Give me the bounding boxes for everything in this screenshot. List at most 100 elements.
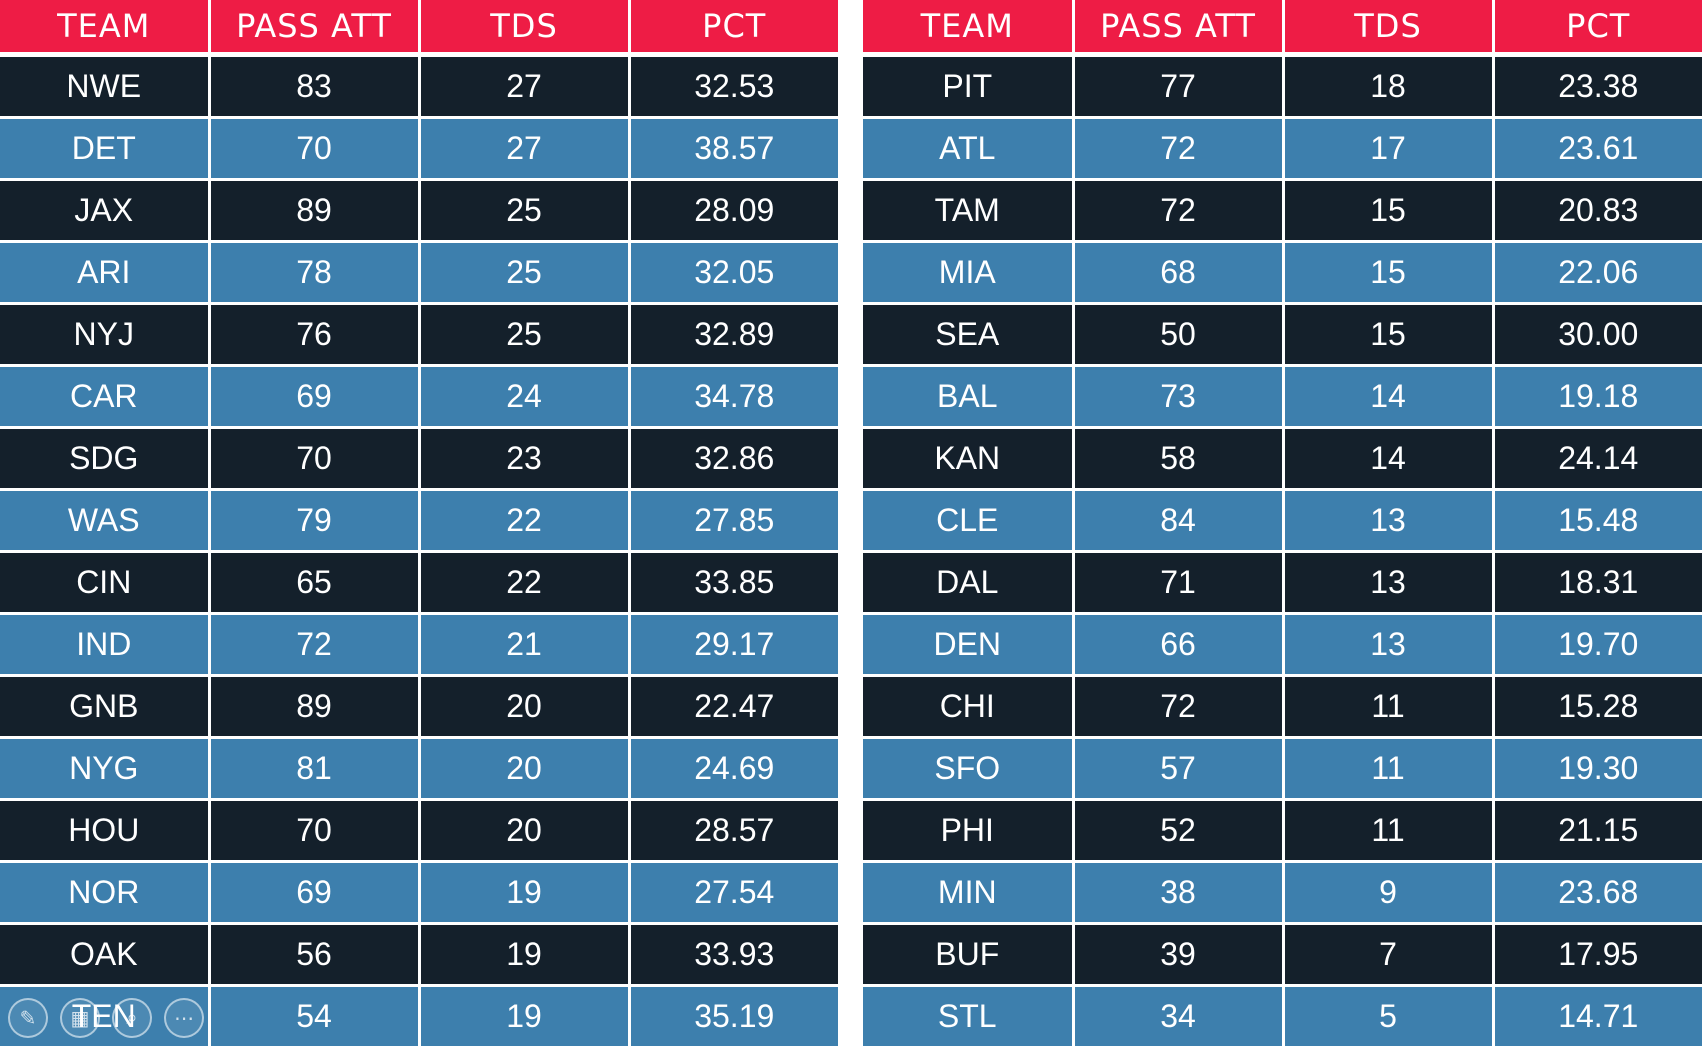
table-row: JAX 89 25 28.09 (0, 179, 838, 243)
pass-att-cell: 73 (1073, 365, 1285, 429)
pct-cell: 32.89 (629, 303, 838, 367)
more-options-icon[interactable]: ⋯ (164, 998, 204, 1038)
pass-att-cell: 58 (1073, 427, 1285, 491)
table-row: MIN 38 9 23.68 (863, 861, 1702, 925)
tds-cell: 7 (1283, 923, 1495, 987)
table-row: HOU 70 20 28.57 (0, 799, 838, 863)
pass-att-cell: 79 (209, 489, 421, 553)
table-row: OAK 56 19 33.93 (0, 923, 838, 987)
tds-cell: 11 (1283, 737, 1495, 801)
pct-cell: 23.38 (1493, 54, 1702, 119)
table-row: DAL 71 13 18.31 (863, 551, 1702, 615)
pass-att-cell: 71 (1073, 551, 1285, 615)
pass-att-cell: 69 (209, 861, 421, 925)
tds-cell: 13 (1283, 613, 1495, 677)
header-team: TEAM (863, 0, 1075, 57)
header-pct: PCT (629, 0, 838, 57)
presentation-toolbar: ✎ ▦ ⌕ ⋯ (8, 998, 204, 1038)
tds-cell: 20 (419, 799, 631, 863)
pct-cell: 24.14 (1493, 427, 1702, 491)
team-cell: JAX (0, 179, 211, 243)
zoom-icon[interactable]: ⌕ (112, 998, 152, 1038)
pass-att-cell: 72 (1073, 117, 1285, 181)
team-cell: STL (863, 985, 1075, 1049)
tds-cell: 14 (1283, 365, 1495, 429)
tds-cell: 27 (419, 117, 631, 181)
pass-att-cell: 70 (209, 427, 421, 491)
table-row: PIT 77 18 23.38 (863, 54, 1702, 119)
header-pct: PCT (1493, 0, 1702, 57)
team-cell: PIT (863, 54, 1075, 119)
header-pass-att: PASS ATT (1073, 0, 1285, 57)
header-tds: TDS (419, 0, 631, 57)
pass-att-cell: 72 (209, 613, 421, 677)
team-cell: NYG (0, 737, 211, 801)
pass-att-cell: 72 (1073, 179, 1285, 243)
pct-cell: 38.57 (629, 117, 838, 181)
pass-att-cell: 77 (1073, 54, 1285, 119)
table-row: TAM 72 15 20.83 (863, 179, 1702, 243)
team-cell: CIN (0, 551, 211, 615)
pct-cell: 27.85 (629, 489, 838, 553)
pass-att-cell: 83 (209, 54, 421, 119)
tds-cell: 19 (419, 985, 631, 1049)
table-row: ATL 72 17 23.61 (863, 117, 1702, 181)
team-cell: CLE (863, 489, 1075, 553)
pass-att-cell: 39 (1073, 923, 1285, 987)
pct-cell: 29.17 (629, 613, 838, 677)
tds-cell: 15 (1283, 303, 1495, 367)
pct-cell: 33.85 (629, 551, 838, 615)
team-cell: NOR (0, 861, 211, 925)
table-row: NWE 83 27 32.53 (0, 54, 838, 119)
table-row: NOR 69 19 27.54 (0, 861, 838, 925)
table-row: DET 70 27 38.57 (0, 117, 838, 181)
pct-cell: 32.53 (629, 54, 838, 119)
tds-cell: 21 (419, 613, 631, 677)
pct-cell: 27.54 (629, 861, 838, 925)
tds-cell: 17 (1283, 117, 1495, 181)
pass-att-cell: 57 (1073, 737, 1285, 801)
team-cell: GNB (0, 675, 211, 739)
table-row: CLE 84 13 15.48 (863, 489, 1702, 553)
tds-cell: 20 (419, 737, 631, 801)
table-row: NYG 81 20 24.69 (0, 737, 838, 801)
tds-cell: 19 (419, 923, 631, 987)
slides-grid-icon[interactable]: ▦ (60, 998, 100, 1038)
pct-cell: 20.83 (1493, 179, 1702, 243)
team-cell: HOU (0, 799, 211, 863)
team-cell: MIN (863, 861, 1075, 925)
pass-att-cell: 89 (209, 675, 421, 739)
team-cell: OAK (0, 923, 211, 987)
table-row: IND 72 21 29.17 (0, 613, 838, 677)
table-row: MIA 68 15 22.06 (863, 241, 1702, 305)
pass-att-cell: 72 (1073, 675, 1285, 739)
team-cell: CHI (863, 675, 1075, 739)
team-cell: SFO (863, 737, 1075, 801)
pct-cell: 14.71 (1493, 985, 1702, 1049)
pass-att-cell: 68 (1073, 241, 1285, 305)
pct-cell: 34.78 (629, 365, 838, 429)
tds-cell: 11 (1283, 799, 1495, 863)
team-cell: DEN (863, 613, 1075, 677)
tds-cell: 5 (1283, 985, 1495, 1049)
tds-cell: 11 (1283, 675, 1495, 739)
pass-att-cell: 56 (209, 923, 421, 987)
team-cell: ARI (0, 241, 211, 305)
table-row: BUF 39 7 17.95 (863, 923, 1702, 987)
team-cell: DAL (863, 551, 1075, 615)
table-row: SEA 50 15 30.00 (863, 303, 1702, 367)
pass-att-cell: 84 (1073, 489, 1285, 553)
table-row: CIN 65 22 33.85 (0, 551, 838, 615)
header-tds: TDS (1283, 0, 1495, 57)
pass-att-cell: 50 (1073, 303, 1285, 367)
team-cell: WAS (0, 489, 211, 553)
pct-cell: 21.15 (1493, 799, 1702, 863)
pen-icon[interactable]: ✎ (8, 998, 48, 1038)
tds-cell: 20 (419, 675, 631, 739)
tds-cell: 27 (419, 54, 631, 119)
table-row: WAS 79 22 27.85 (0, 489, 838, 553)
table-row: ARI 78 25 32.05 (0, 241, 838, 305)
table-row: NYJ 76 25 32.89 (0, 303, 838, 367)
header-team: TEAM (0, 0, 211, 57)
team-cell: BUF (863, 923, 1075, 987)
